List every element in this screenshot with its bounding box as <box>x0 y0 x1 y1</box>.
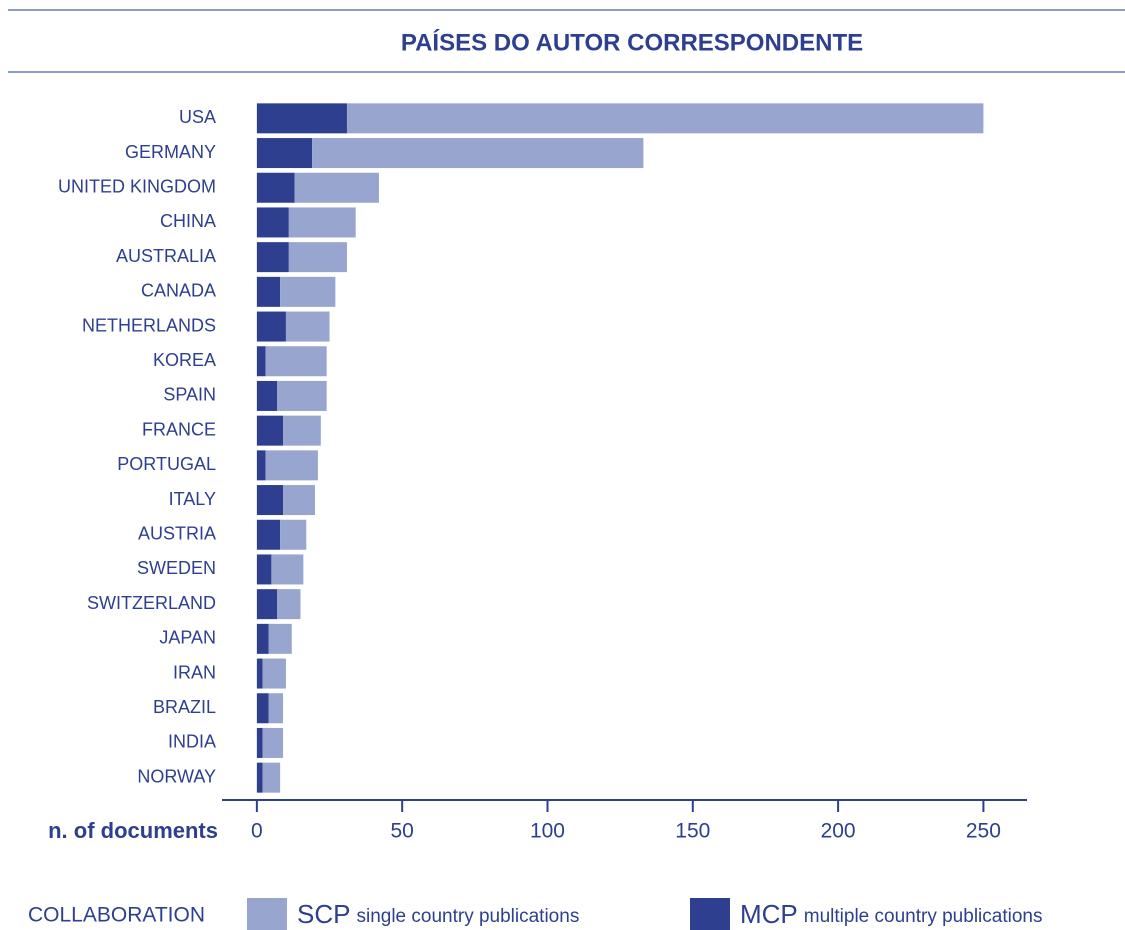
bar-segment <box>256 554 272 585</box>
bar-segment <box>280 276 336 307</box>
y-tick-label: SWEDEN <box>137 558 216 578</box>
y-tick-label: SWITZERLAND <box>87 593 216 613</box>
bar-segment <box>256 519 281 550</box>
y-tick-label: BRAZIL <box>153 697 216 717</box>
bar-segment <box>280 519 307 550</box>
x-tick-label: 200 <box>821 820 856 843</box>
legend-description: single country publications <box>356 906 579 927</box>
x-tick-label: 150 <box>675 820 710 843</box>
y-tick-label: GERMANY <box>125 142 216 162</box>
y-tick-label: ITALY <box>169 489 216 509</box>
bar-segment <box>288 242 347 273</box>
bar-segment <box>256 450 266 481</box>
bar-segment <box>283 485 315 516</box>
bar-segment <box>256 380 278 411</box>
legend-title: COLLABORATION <box>28 904 205 927</box>
x-tick-label: 100 <box>530 820 565 843</box>
chart-title: PAÍSES DO AUTOR CORRESPONDENTE <box>401 28 863 56</box>
bar-segment <box>346 103 984 134</box>
legend-name: SCP <box>297 899 350 929</box>
bar-segment <box>285 311 330 342</box>
y-tick-label: UNITED KINGDOM <box>58 177 216 197</box>
bar-segment <box>256 589 278 620</box>
y-tick-label: USA <box>179 107 216 127</box>
x-tick-label: 250 <box>966 820 1001 843</box>
y-tick-label: KOREA <box>153 350 216 370</box>
bar-segment <box>256 727 263 758</box>
bar-segment <box>256 346 266 377</box>
bar-segment <box>312 138 644 169</box>
bar-segment <box>262 727 284 758</box>
bar-segment <box>262 658 286 689</box>
bar-segment <box>268 693 284 724</box>
bar-segment <box>265 450 318 481</box>
legend-swatch <box>690 898 730 930</box>
x-tick-label: 50 <box>391 820 414 843</box>
bar-segment <box>256 172 295 203</box>
bar-segment <box>283 415 321 446</box>
bar-segment <box>256 242 289 273</box>
x-tick-label: 0 <box>251 820 263 843</box>
bar-segment <box>277 380 327 411</box>
bar-segment <box>256 693 269 724</box>
bar-segment <box>256 762 263 793</box>
legend-name: MCP <box>740 899 798 929</box>
bar-segment <box>256 276 281 307</box>
y-tick-label: CHINA <box>160 211 216 231</box>
y-tick-label: AUSTRALIA <box>116 246 216 266</box>
bar-segment <box>256 415 284 446</box>
bar-segment <box>256 658 263 689</box>
y-tick-label: SPAIN <box>163 385 216 405</box>
y-tick-label: AUSTRIA <box>138 524 216 544</box>
bar-segment <box>262 762 281 793</box>
bar-segment <box>288 207 356 238</box>
bar-segment <box>268 623 292 654</box>
bar-segment <box>256 623 269 654</box>
y-tick-label: CANADA <box>141 281 216 301</box>
y-tick-label: INDIA <box>168 732 216 752</box>
y-tick-label: IRAN <box>173 662 216 682</box>
bar-segment <box>256 207 289 238</box>
y-tick-label: JAPAN <box>159 628 216 648</box>
bar-segment <box>277 589 301 620</box>
y-tick-label: NORWAY <box>137 766 216 786</box>
bar-segment <box>271 554 304 585</box>
bar-segment <box>256 103 347 134</box>
bar-segment <box>256 311 286 342</box>
y-tick-label: PORTUGAL <box>117 454 216 474</box>
y-tick-label: FRANCE <box>142 419 216 439</box>
bar-segment <box>256 485 284 516</box>
y-tick-label: NETHERLANDS <box>82 315 216 335</box>
bar-segment <box>265 346 327 377</box>
legend-description: multiple country publications <box>804 906 1043 927</box>
bar-segment <box>256 138 313 169</box>
x-axis-label: n. of documents <box>48 818 218 843</box>
bar-segment <box>294 172 379 203</box>
legend-swatch <box>247 898 287 930</box>
